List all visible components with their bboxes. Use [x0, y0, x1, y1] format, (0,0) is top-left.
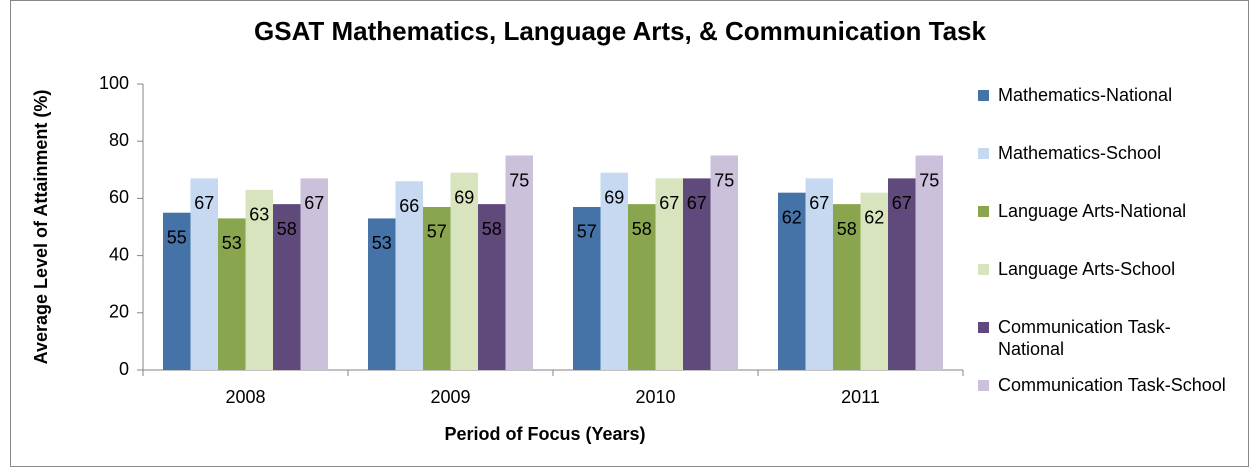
- y-tick-label: 100: [99, 73, 129, 93]
- legend-swatch: [978, 148, 989, 159]
- legend-label: Communication Task-School: [998, 375, 1226, 395]
- data-label: 58: [277, 219, 297, 239]
- legend-label: Language Arts-National: [998, 201, 1187, 221]
- bar: [600, 172, 628, 370]
- data-label: 69: [604, 187, 624, 207]
- bar: [710, 155, 738, 370]
- bar: [833, 204, 861, 370]
- data-label: 55: [167, 227, 187, 247]
- bar: [423, 206, 451, 370]
- legend-label: Language Arts-School: [998, 259, 1176, 279]
- x-tick-label: 2010: [635, 387, 675, 407]
- data-label: 75: [714, 170, 734, 190]
- data-label: 67: [687, 193, 707, 213]
- bar: [505, 155, 533, 370]
- y-axis-label: Average Level of Attainment (%): [31, 90, 51, 365]
- data-label: 67: [659, 193, 679, 213]
- data-label: 67: [892, 193, 912, 213]
- legend-label: Mathematics-School: [998, 143, 1162, 163]
- bar: [860, 192, 888, 370]
- bar: [273, 204, 301, 370]
- legend-swatch: [978, 322, 989, 333]
- bar: [915, 155, 943, 370]
- bar: [395, 181, 423, 370]
- data-label: 75: [919, 170, 939, 190]
- data-label: 58: [837, 219, 857, 239]
- y-tick-label: 40: [109, 244, 129, 264]
- legend-label: Communication Task-National: [998, 317, 1171, 359]
- legend-entry: Communication Task-School: [978, 374, 1228, 396]
- legend-label: Mathematics-National: [998, 85, 1173, 105]
- bar: [888, 178, 916, 370]
- data-label: 58: [482, 219, 502, 239]
- bar: [573, 206, 601, 370]
- legend-swatch: [978, 90, 989, 101]
- bar: [628, 204, 656, 370]
- bar: [300, 178, 328, 370]
- y-tick-label: 0: [119, 359, 129, 379]
- bar: [655, 178, 683, 370]
- y-tick-label: 80: [109, 130, 129, 150]
- data-label: 53: [372, 233, 392, 253]
- x-tick-label: 2009: [430, 387, 470, 407]
- legend-entry: Mathematics-National: [978, 84, 1228, 106]
- bar: [778, 192, 806, 370]
- data-label: 67: [304, 193, 324, 213]
- data-label: 58: [632, 219, 652, 239]
- data-label: 53: [222, 233, 242, 253]
- bar: [368, 218, 396, 370]
- data-label: 75: [509, 170, 529, 190]
- data-label: 57: [577, 222, 597, 242]
- x-axis-label: Period of Focus (Years): [444, 424, 645, 444]
- legend-entry: Mathematics-School: [978, 142, 1228, 164]
- legend-entry: Language Arts-School: [978, 258, 1228, 280]
- chart-title: GSAT Mathematics, Language Arts, & Commu…: [254, 16, 987, 46]
- bar: [163, 212, 191, 370]
- bar: [805, 178, 833, 370]
- legend-entry: Language Arts-National: [978, 200, 1228, 222]
- bar: [218, 218, 246, 370]
- bar: [190, 178, 218, 370]
- legend-entry: Communication Task-National: [978, 316, 1228, 360]
- y-tick-label: 20: [109, 302, 129, 322]
- x-tick-label: 2011: [841, 387, 880, 407]
- data-label: 66: [399, 196, 419, 216]
- data-label: 67: [809, 193, 829, 213]
- bar: [683, 178, 711, 370]
- data-label: 62: [782, 207, 802, 227]
- data-label: 67: [194, 193, 214, 213]
- data-label: 69: [454, 187, 474, 207]
- y-tick-label: 60: [109, 187, 129, 207]
- legend-swatch: [978, 264, 989, 275]
- bar: [450, 172, 478, 370]
- x-tick-label: 2008: [225, 387, 265, 407]
- data-label: 57: [427, 222, 447, 242]
- legend-swatch: [978, 206, 989, 217]
- data-label: 63: [249, 205, 269, 225]
- chart-border: [10, 0, 1249, 467]
- bar: [478, 204, 506, 370]
- legend-swatch: [978, 380, 989, 391]
- data-label: 62: [864, 207, 884, 227]
- bar: [245, 189, 273, 370]
